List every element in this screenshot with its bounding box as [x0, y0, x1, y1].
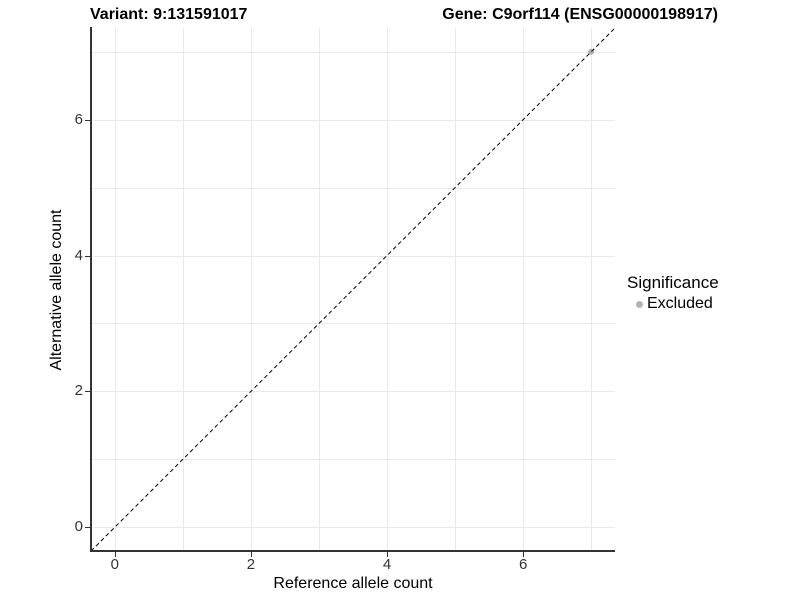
y-tick-label: 0: [74, 518, 83, 536]
plot-title-variant: Variant: 9:131591017: [90, 6, 248, 23]
y-tick-label: 4: [74, 246, 83, 264]
y-tick-label: 2: [74, 382, 83, 400]
x-tick-label: 4: [382, 556, 392, 573]
legend: Significance Excluded: [627, 273, 719, 313]
plot-title-gene: Gene: C9orf114 (ENSG00000198917): [442, 6, 718, 23]
legend-item-label: Excluded: [647, 295, 713, 312]
x-tick-label: 2: [246, 556, 256, 573]
x-tick-label: 6: [518, 556, 528, 573]
legend-title: Significance: [627, 273, 719, 292]
x-tick-label: 0: [110, 556, 119, 573]
excluded-point-icon: [636, 300, 643, 308]
y-tick-label: 6: [74, 110, 83, 128]
legend-item-excluded: Excluded: [627, 295, 719, 313]
y-axis-title: Alternative allele count: [48, 209, 65, 371]
x-axis-title: Reference allele count: [273, 575, 433, 592]
identity-line: [90, 27, 616, 552]
